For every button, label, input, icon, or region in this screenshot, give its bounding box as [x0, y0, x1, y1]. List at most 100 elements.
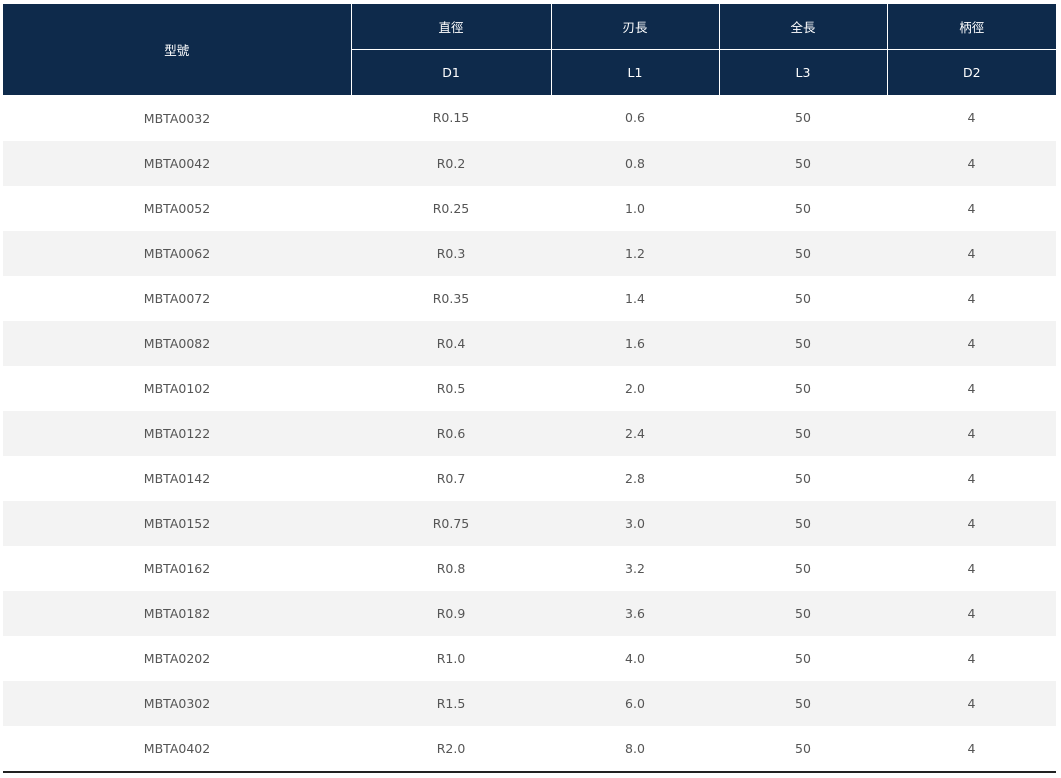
cell-l1: 4.0: [551, 635, 719, 681]
cell-model: MBTA0202: [3, 635, 351, 681]
cell-d2: 4: [887, 410, 1056, 456]
cell-l3: 50: [719, 320, 887, 366]
cell-l1: 0.6: [551, 95, 719, 141]
cell-model: MBTA0152: [3, 500, 351, 546]
cell-model: MBTA0162: [3, 545, 351, 591]
header-row-group: 型號 直徑 刃長 全長 柄徑: [3, 4, 1056, 96]
table-body: MBTA0032 R0.15 0.6 50 4 MBTA0042 R0.2 0.8 50 4 MBT…: [3, 95, 1056, 773]
cell-l1: 1.0: [551, 185, 719, 231]
cell-d1: R1.5: [351, 680, 551, 726]
cell-d2: 4: [887, 725, 1056, 773]
table-row: MBTA0102 R0.5 2.0 50 4: [3, 365, 1056, 411]
header-l1: L1: [550, 49, 720, 95]
cell-l1: 3.0: [551, 500, 719, 546]
cell-d1: R0.7: [351, 455, 551, 501]
table-row: MBTA0052 R0.25 1.0 50 4: [3, 185, 1056, 231]
header-l3: L3: [718, 49, 888, 95]
cell-l3: 50: [719, 680, 887, 726]
cell-d2: 4: [887, 185, 1056, 231]
cell-model: MBTA0052: [3, 185, 351, 231]
cell-d2: 4: [887, 140, 1056, 186]
cell-d2: 4: [887, 320, 1056, 366]
cell-d1: R0.25: [351, 185, 551, 231]
cell-l3: 50: [719, 275, 887, 321]
header-d2: D2: [886, 49, 1056, 95]
cell-d2: 4: [887, 635, 1056, 681]
cell-l1: 2.4: [551, 410, 719, 456]
cell-model: MBTA0142: [3, 455, 351, 501]
cell-d2: 4: [887, 680, 1056, 726]
cell-l3: 50: [719, 635, 887, 681]
table-row: MBTA0082 R0.4 1.6 50 4: [3, 320, 1056, 366]
cell-d1: R0.5: [351, 365, 551, 411]
cell-l3: 50: [719, 140, 887, 186]
table-row: MBTA0072 R0.35 1.4 50 4: [3, 275, 1056, 321]
header-row-symbols: D1 L1 L3 D2: [3, 49, 1056, 95]
table-row: MBTA0152 R0.75 3.0 50 4: [3, 500, 1056, 546]
cell-d2: 4: [887, 95, 1056, 141]
cell-model: MBTA0402: [3, 725, 351, 773]
cell-model: MBTA0062: [3, 230, 351, 276]
cell-model: MBTA0042: [3, 140, 351, 186]
cell-d2: 4: [887, 275, 1056, 321]
cell-l1: 1.2: [551, 230, 719, 276]
spec-table-container: 型號 直徑 刃長 全長 柄徑 D1 L1 L3 D2 MBTA0032 R0.15…: [3, 4, 1056, 773]
cell-d2: 4: [887, 590, 1056, 636]
cell-model: MBTA0082: [3, 320, 351, 366]
cell-model: MBTA0102: [3, 365, 351, 411]
cell-d1: R0.6: [351, 410, 551, 456]
table-row: MBTA0142 R0.7 2.8 50 4: [3, 455, 1056, 501]
cell-l1: 1.4: [551, 275, 719, 321]
header-d1: D1: [351, 49, 552, 95]
table-row: MBTA0042 R0.2 0.8 50 4: [3, 140, 1056, 186]
cell-l3: 50: [719, 230, 887, 276]
cell-l1: 2.8: [551, 455, 719, 501]
cell-d2: 4: [887, 365, 1056, 411]
cell-d1: R0.4: [351, 320, 551, 366]
cell-l1: 8.0: [551, 725, 719, 773]
cell-l3: 50: [719, 590, 887, 636]
cell-l1: 0.8: [551, 140, 719, 186]
cell-l3: 50: [719, 365, 887, 411]
cell-d1: R2.0: [351, 725, 551, 773]
table-row: MBTA0182 R0.9 3.6 50 4: [3, 590, 1056, 636]
header-diameter: 直徑: [350, 4, 552, 50]
header-flute-length: 刃長: [550, 4, 720, 50]
cell-d1: R0.3: [351, 230, 551, 276]
cell-d1: R0.35: [351, 275, 551, 321]
cell-l1: 6.0: [551, 680, 719, 726]
spec-table: 型號 直徑 刃長 全長 柄徑 D1 L1 L3 D2 MBTA0032 R0.15…: [3, 4, 1056, 773]
cell-l3: 50: [719, 545, 887, 591]
header-shank-diameter: 柄徑: [886, 4, 1056, 50]
table-row: MBTA0162 R0.8 3.2 50 4: [3, 545, 1056, 591]
cell-d1: R0.9: [351, 590, 551, 636]
cell-model: MBTA0072: [3, 275, 351, 321]
cell-model: MBTA0182: [3, 590, 351, 636]
table-row: MBTA0302 R1.5 6.0 50 4: [3, 680, 1056, 726]
cell-l3: 50: [719, 185, 887, 231]
cell-l3: 50: [719, 95, 887, 141]
cell-d2: 4: [887, 230, 1056, 276]
table-row: MBTA0032 R0.15 0.6 50 4: [3, 95, 1056, 141]
cell-model: MBTA0302: [3, 680, 351, 726]
cell-d1: R0.75: [351, 500, 551, 546]
cell-l1: 1.6: [551, 320, 719, 366]
table-row: MBTA0122 R0.6 2.4 50 4: [3, 410, 1056, 456]
cell-l1: 2.0: [551, 365, 719, 411]
cell-d1: R1.0: [351, 635, 551, 681]
cell-d2: 4: [887, 455, 1056, 501]
cell-d1: R0.8: [351, 545, 551, 591]
cell-model: MBTA0032: [3, 95, 351, 141]
cell-d2: 4: [887, 500, 1056, 546]
cell-d1: R0.15: [351, 95, 551, 141]
cell-model: MBTA0122: [3, 410, 351, 456]
cell-d2: 4: [887, 545, 1056, 591]
table-header: 型號 直徑 刃長 全長 柄徑 D1 L1 L3 D2: [3, 4, 1056, 96]
header-overall-length: 全長: [718, 4, 888, 50]
cell-l1: 3.2: [551, 545, 719, 591]
cell-l3: 50: [719, 410, 887, 456]
cell-l3: 50: [719, 455, 887, 501]
table-row: MBTA0402 R2.0 8.0 50 4: [3, 725, 1056, 773]
cell-l3: 50: [719, 500, 887, 546]
table-row: MBTA0202 R1.0 4.0 50 4: [3, 635, 1056, 681]
